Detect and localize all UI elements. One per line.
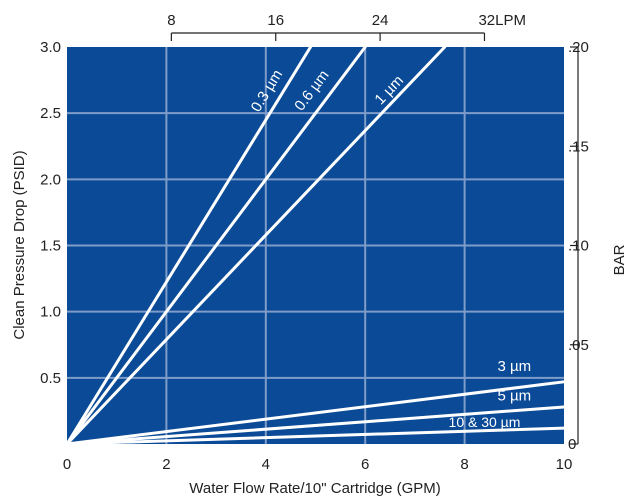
- series-line: [65, 45, 313, 446]
- y-tick-label: 3.0: [40, 39, 61, 56]
- x-tick-label: 10: [556, 456, 573, 473]
- series-label: 10 & 30 µm: [449, 414, 521, 430]
- right-bar-axis: 0 .05 .10 .15 .20: [568, 39, 589, 453]
- x2-tick-label: 8: [167, 12, 175, 29]
- series-line: [65, 405, 566, 446]
- series-line: [65, 45, 367, 446]
- x-tick-label: 0: [63, 456, 71, 473]
- series-line: [65, 426, 566, 446]
- y-tick-label: 1.0: [40, 304, 61, 321]
- y-tick-label: 2.0: [40, 171, 61, 188]
- series-lines: [65, 45, 566, 446]
- x-tick-label: 6: [361, 456, 369, 473]
- y-axis-title: Clean Pressure Drop (PSID): [11, 150, 28, 339]
- y2-tick-label: .10: [568, 238, 589, 255]
- x2-tick-label: 24: [372, 12, 389, 29]
- y-tick-label: 0.5: [40, 370, 61, 387]
- series-line: [65, 380, 566, 446]
- y2-tick-label: .20: [568, 39, 589, 56]
- x2-tick-label: 16: [267, 12, 284, 29]
- x-tick-label: 2: [162, 456, 170, 473]
- y2-tick-label: 0: [568, 436, 576, 453]
- x2-tick-label: 32LPM: [478, 12, 526, 29]
- series-label: 3 µm: [497, 358, 531, 375]
- y2-tick-label: .05: [568, 337, 589, 354]
- y2-axis-title: BAR: [611, 244, 628, 275]
- grid-lines: [67, 47, 564, 444]
- y-tick-label: 1.5: [40, 238, 61, 255]
- top-lpm-axis: 8 16 24 32LPM: [167, 12, 526, 41]
- series-line: [65, 45, 447, 446]
- x-tick-label: 8: [460, 456, 468, 473]
- series-label: 5 µm: [497, 387, 531, 404]
- y-axis: 0.5 1.0 1.5 2.0 2.5 3.0: [40, 39, 61, 387]
- x-axis: 0 2 4 6 8 10: [63, 456, 573, 473]
- x-tick-label: 4: [262, 456, 270, 473]
- y2-tick-label: .15: [568, 138, 589, 155]
- x-axis-title: Water Flow Rate/10" Cartridge (GPM): [189, 480, 441, 497]
- y-tick-label: 2.5: [40, 105, 61, 122]
